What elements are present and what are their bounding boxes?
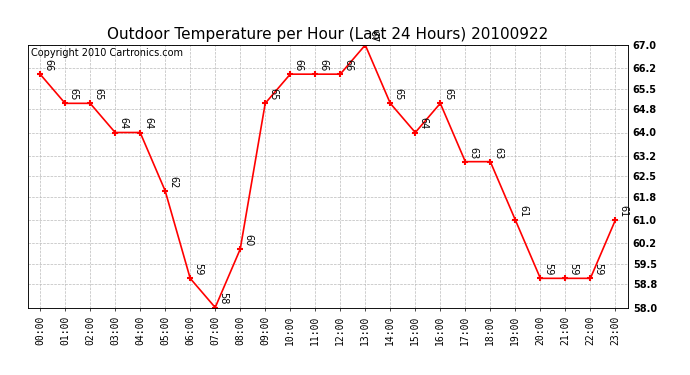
Text: 59: 59 [568, 263, 578, 276]
Text: 64: 64 [143, 117, 153, 130]
Text: 65: 65 [93, 88, 103, 101]
Text: 66: 66 [293, 59, 303, 71]
Text: 61: 61 [618, 205, 628, 217]
Text: 63: 63 [468, 147, 478, 159]
Text: 60: 60 [243, 234, 253, 246]
Text: 65: 65 [68, 88, 78, 101]
Text: 59: 59 [193, 263, 203, 276]
Text: 63: 63 [493, 147, 503, 159]
Text: 62: 62 [168, 176, 178, 188]
Text: Copyright 2010 Cartronics.com: Copyright 2010 Cartronics.com [30, 48, 183, 58]
Text: 66: 66 [43, 59, 53, 71]
Title: Outdoor Temperature per Hour (Last 24 Hours) 20100922: Outdoor Temperature per Hour (Last 24 Ho… [107, 27, 549, 42]
Text: 67: 67 [368, 30, 378, 42]
Text: 66: 66 [343, 59, 353, 71]
Text: 61: 61 [518, 205, 528, 217]
Text: 64: 64 [418, 117, 428, 130]
Text: 59: 59 [593, 263, 603, 276]
Text: 65: 65 [268, 88, 278, 101]
Text: 65: 65 [393, 88, 403, 101]
Text: 58: 58 [218, 292, 228, 305]
Text: 64: 64 [118, 117, 128, 130]
Text: 65: 65 [443, 88, 453, 101]
Text: 59: 59 [543, 263, 553, 276]
Text: 66: 66 [318, 59, 328, 71]
